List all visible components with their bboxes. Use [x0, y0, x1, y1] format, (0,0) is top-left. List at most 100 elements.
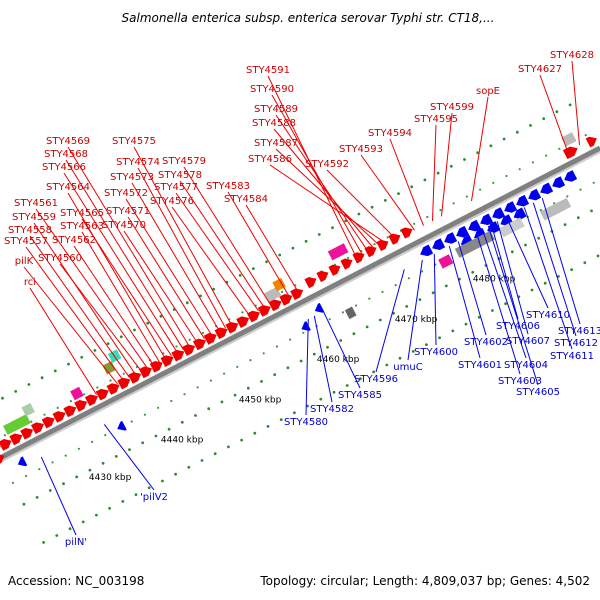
scale-label: 4450 kbp [239, 395, 282, 405]
gene-label[interactable]: STY4558 [8, 225, 52, 236]
gene-label[interactable]: STY4568 [44, 149, 88, 160]
gene-label[interactable]: rci [24, 277, 36, 288]
gene-label[interactable]: STY4596 [354, 374, 398, 385]
tick-dot [590, 209, 593, 213]
tick-dot [471, 270, 475, 274]
reverse-gene [17, 456, 28, 467]
tick-dot [122, 372, 125, 375]
gene-label[interactable]: STY4575 [112, 136, 156, 147]
tick-dot [67, 362, 70, 366]
gene-label[interactable]: STY4573 [110, 172, 154, 183]
tick-dot [159, 314, 163, 318]
leader-line [40, 456, 77, 536]
gene-label[interactable]: STY4602 [464, 337, 508, 348]
gene-label[interactable]: STY4611 [550, 351, 594, 362]
gene-label[interactable]: STY4561 [14, 198, 58, 209]
forward-gene [585, 136, 597, 148]
gene-label[interactable]: STY4560 [38, 253, 82, 264]
gene-label[interactable]: STY4601 [458, 360, 502, 371]
tick-dot [555, 110, 559, 114]
leader-line [175, 192, 259, 312]
gene-label[interactable]: STY4627 [518, 64, 562, 75]
gene-label[interactable]: STY4569 [46, 136, 90, 147]
gene-label[interactable]: STY4557 [4, 236, 48, 247]
gene-label[interactable]: STY4559 [12, 212, 56, 223]
gene-label[interactable]: STY4563 [60, 221, 104, 232]
genome-backbone [0, 145, 600, 463]
gene-label[interactable]: STY4612 [554, 338, 598, 349]
gene-label[interactable]: STY4592 [305, 159, 349, 170]
gene-label[interactable]: STY4570 [102, 220, 146, 231]
tick-dot [451, 329, 455, 333]
gene-label[interactable]: STY4628 [550, 50, 594, 61]
tick-dot [223, 372, 226, 375]
tick-dot [293, 411, 296, 415]
gene-label[interactable]: STY4571 [106, 206, 150, 217]
gene-label[interactable]: STY4576 [150, 196, 194, 207]
gene-label[interactable]: STY4603 [498, 376, 542, 387]
leader-line [245, 204, 298, 292]
gene-label[interactable]: STY4587 [254, 138, 298, 149]
gene-label[interactable]: STY4594 [368, 128, 412, 139]
tick-dot [101, 461, 105, 465]
gene-label[interactable]: STY4606 [496, 321, 540, 332]
bottom-gene-labels[interactable]: pilN' 'pilV2 STY4580 STY4582 STY4585 STY4596u… [40, 197, 600, 548]
gene-label[interactable]: STY4562 [52, 235, 96, 246]
gene-label[interactable]: STY4586 [248, 154, 292, 165]
tick-dot [553, 202, 556, 205]
gene-label[interactable]: STY4599 [430, 102, 474, 113]
gene-label[interactable]: STY4589 [254, 104, 298, 115]
topology-text: Topology: circular; Length: 4,809,037 bp… [260, 574, 590, 588]
tick-dot [3, 434, 6, 437]
tick-dot [397, 192, 400, 196]
gene-label[interactable]: STY4572 [104, 188, 148, 199]
gene-label[interactable]: STY4588 [252, 118, 296, 129]
tick-dot [413, 222, 416, 225]
tick-dot [187, 465, 191, 469]
gene-label[interactable]: STY4600 [414, 347, 458, 358]
gene-label[interactable]: STY4574 [116, 157, 160, 168]
gene-label[interactable]: STY4564 [46, 182, 90, 193]
tick-dot [530, 288, 534, 292]
tick-dot [370, 205, 374, 209]
gene-label[interactable]: STY4605 [516, 387, 560, 398]
reverse-gene [540, 182, 554, 195]
gene-label[interactable]: pilN' [65, 537, 87, 548]
gene-label[interactable]: pilK [15, 256, 34, 267]
gene-label[interactable]: STY4593 [339, 144, 383, 155]
gene-label[interactable]: STY4579 [162, 156, 206, 167]
tick-dot [212, 287, 216, 291]
forward-gene [340, 258, 353, 270]
gene-label[interactable]: STY4610 [526, 310, 570, 321]
gene-label[interactable]: STY4583 [206, 181, 250, 192]
gene-label[interactable]: STY4565 [60, 208, 104, 219]
gene-label[interactable]: STY4566 [42, 162, 86, 173]
gene-label[interactable]: STY4604 [504, 360, 548, 371]
tick-dot [253, 431, 257, 435]
gene-label[interactable]: STY4584 [224, 194, 268, 205]
gene-label[interactable]: STY4582 [310, 404, 354, 415]
tick-dot [161, 479, 164, 483]
gene-label[interactable]: STY4585 [338, 390, 382, 401]
gene-label[interactable]: STY4607 [506, 336, 550, 347]
tick-dot [69, 400, 72, 403]
gene-label[interactable]: STY4613 [558, 326, 600, 337]
gene-label[interactable]: STY4578 [158, 170, 202, 181]
gene-label[interactable]: STY4591 [246, 65, 290, 76]
gene-label[interactable]: umuC [393, 362, 422, 373]
magenta-feature [438, 254, 454, 269]
gene-label[interactable]: 'pilV2 [140, 492, 168, 503]
tick-dot [319, 397, 323, 401]
gene-label[interactable]: STY4590 [250, 84, 294, 95]
tick-dot [383, 199, 387, 202]
gene-label[interactable]: STY4595 [414, 114, 458, 125]
scale-label: 4440 kbp [161, 436, 204, 446]
grey-feature [344, 306, 357, 320]
gene-label[interactable]: STY4580 [284, 417, 328, 428]
gene-label[interactable]: STY4577 [154, 182, 198, 193]
tick-dot [372, 370, 375, 374]
tick-dot [220, 400, 224, 404]
gene-label[interactable]: sopE [476, 86, 500, 97]
